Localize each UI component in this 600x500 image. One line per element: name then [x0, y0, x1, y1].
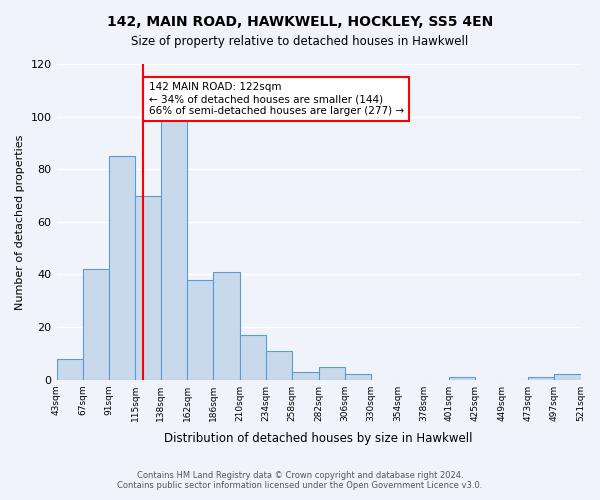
- Y-axis label: Number of detached properties: Number of detached properties: [15, 134, 25, 310]
- Bar: [213, 272, 239, 380]
- Bar: [528, 377, 554, 380]
- Bar: [161, 116, 187, 380]
- Bar: [239, 335, 266, 380]
- Bar: [449, 377, 475, 380]
- Bar: [292, 372, 319, 380]
- Text: Contains HM Land Registry data © Crown copyright and database right 2024.
Contai: Contains HM Land Registry data © Crown c…: [118, 470, 482, 490]
- Bar: [554, 374, 581, 380]
- Text: 142, MAIN ROAD, HAWKWELL, HOCKLEY, SS5 4EN: 142, MAIN ROAD, HAWKWELL, HOCKLEY, SS5 4…: [107, 15, 493, 29]
- Bar: [56, 358, 83, 380]
- Bar: [109, 156, 136, 380]
- Bar: [319, 366, 345, 380]
- Bar: [187, 280, 213, 380]
- Bar: [266, 350, 292, 380]
- X-axis label: Distribution of detached houses by size in Hawkwell: Distribution of detached houses by size …: [164, 432, 473, 445]
- Text: Size of property relative to detached houses in Hawkwell: Size of property relative to detached ho…: [131, 35, 469, 48]
- Bar: [136, 196, 161, 380]
- Text: 142 MAIN ROAD: 122sqm
← 34% of detached houses are smaller (144)
66% of semi-det: 142 MAIN ROAD: 122sqm ← 34% of detached …: [149, 82, 404, 116]
- Bar: [83, 269, 109, 380]
- Bar: [345, 374, 371, 380]
